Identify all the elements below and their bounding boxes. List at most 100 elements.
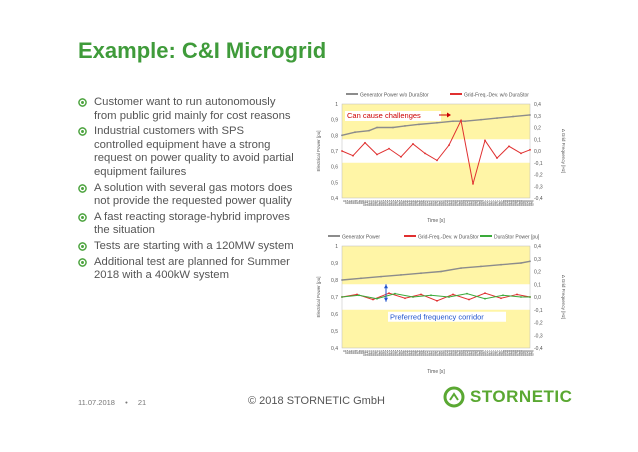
series-point-2: [372, 298, 374, 301]
legend-label: Grid-Freq.-Dev. w DuraStor: [418, 235, 479, 241]
y-tick-label: 0,6: [331, 165, 338, 171]
series-point-1: [452, 120, 454, 123]
x-tick-label: 755: [492, 200, 496, 206]
bullet-text: Tests are starting with a 120MW system: [94, 239, 294, 252]
x-tick-label: 575: [456, 350, 460, 356]
chart-without-durastor: Generator Power w/o DuraStor Grid-Freq.-D…: [302, 88, 572, 226]
series-point-3: [341, 296, 343, 298]
x-tick-label: 245: [390, 350, 394, 356]
chart-svg-2: Generator Power Grid-Freq.-Dev. w DuraSto…: [316, 235, 566, 376]
x-tick-label: 325: [406, 350, 410, 356]
x-tick-label: 715: [484, 200, 488, 206]
series-point-2: [388, 147, 390, 150]
series-point-2: [388, 292, 390, 295]
series-point-1: [354, 131, 356, 134]
x-tick-label: 595: [460, 350, 464, 356]
y2-tick-label: -0,2: [534, 321, 543, 327]
x-tick-label: 335: [408, 350, 412, 356]
bullet-item: A solution with several gas motors does …: [78, 182, 296, 209]
x-tick-label: 775: [496, 350, 500, 356]
x-tick-label: 315: [404, 350, 408, 356]
series-point-2: [352, 154, 354, 157]
series-point-3: [520, 296, 522, 298]
series-point-1: [496, 117, 498, 119]
x-tick-label: 745: [490, 200, 494, 206]
x-tick-label: 805: [502, 350, 506, 356]
y-tick-label: 0,9: [331, 261, 338, 267]
x-tick-label: 895: [520, 200, 524, 206]
series-point-2: [341, 150, 343, 152]
x-tick-label: 445: [430, 350, 434, 356]
annotation-arrowhead: [447, 112, 451, 118]
x-tick-label: 105: [362, 350, 366, 356]
x-tick-label: 835: [508, 350, 512, 356]
series-point-3: [394, 292, 396, 295]
series-point-2: [520, 152, 522, 155]
x-tick-label: 95: [360, 200, 364, 204]
x-tick-label: 345: [410, 200, 414, 206]
y-tick-label: 1: [335, 244, 338, 250]
series-point-1: [529, 260, 531, 263]
x-tick-label: 945: [530, 200, 534, 206]
series-point-1: [529, 114, 531, 116]
series-point-2: [529, 148, 531, 151]
x-tick-label: 275: [396, 200, 400, 206]
y2-tick-label: -0,4: [534, 196, 543, 202]
x-tick-label: 405: [422, 350, 426, 356]
x-tick-label: 255: [392, 350, 396, 356]
series-point-3: [448, 296, 450, 298]
x-tick-label: 555: [452, 350, 456, 356]
series-point-2: [500, 297, 502, 300]
series-point-2: [436, 299, 438, 302]
x-tick-label: 625: [466, 200, 470, 206]
series-point-2: [412, 143, 414, 145]
x-tick-label: 85: [358, 200, 362, 204]
y-axis-label: Electrical Power [pu]: [316, 276, 321, 317]
bullet-item: Industrial customers with SPS controlled…: [78, 125, 296, 179]
x-tick-label: 775: [496, 200, 500, 206]
x-tick-label: 355: [412, 350, 416, 356]
bullet-item: Additional test are planned for Summer 2…: [78, 256, 296, 283]
series-point-1: [368, 129, 370, 132]
x-tick-label: 755: [492, 350, 496, 356]
x-tick-label: 535: [448, 350, 452, 356]
y2-tick-label: -0,4: [534, 346, 543, 352]
x-tick-label: 725: [486, 350, 490, 356]
series-point-1: [480, 118, 482, 121]
x-tick-label: 435: [428, 350, 432, 356]
x-tick-label: 635: [468, 350, 472, 356]
x-tick-label: 515: [444, 350, 448, 356]
x-tick-label: 205: [382, 200, 386, 206]
x-tick-label: 715: [484, 350, 488, 356]
series-point-3: [466, 292, 468, 295]
x-tick-label: 445: [430, 200, 434, 206]
x-tick-label: 645: [470, 350, 474, 356]
x-tick-label: 865: [514, 350, 518, 356]
x-tick-label: 505: [442, 200, 446, 206]
x-tick-label: 885: [518, 200, 522, 206]
x-tick-label: 915: [524, 350, 528, 356]
x-tick-label: 565: [454, 200, 458, 206]
x-tick-label: 35: [348, 200, 352, 204]
x-tick-label: 455: [432, 350, 436, 356]
x-tick-label: 525: [446, 350, 450, 356]
y-tick-label: 0,5: [331, 329, 338, 335]
x-tick-label: 855: [512, 200, 516, 206]
x-tick-label: 125: [366, 200, 370, 206]
x-tick-label: 705: [482, 350, 486, 356]
x-tick-label: 365: [414, 200, 418, 206]
bullet-icon: [78, 183, 87, 193]
x-tick-label: 175: [376, 350, 380, 356]
y2-tick-label: 0,2: [534, 270, 541, 276]
series-point-3: [376, 297, 378, 300]
footer-copyright: © 2018 STORNETIC GmbH: [248, 395, 385, 407]
series-point-2: [436, 159, 438, 162]
x-tick-label: 45: [350, 350, 354, 354]
x-tick-label: 515: [444, 200, 448, 206]
frequency-corridor-band: [342, 139, 530, 163]
x-tick-label: 475: [436, 200, 440, 206]
y2-tick-label: -0,3: [534, 184, 543, 190]
series-point-1: [464, 120, 466, 123]
legend-label: Generator Power w/o DuraStor: [360, 93, 429, 99]
x-tick-label: 55: [352, 200, 356, 204]
